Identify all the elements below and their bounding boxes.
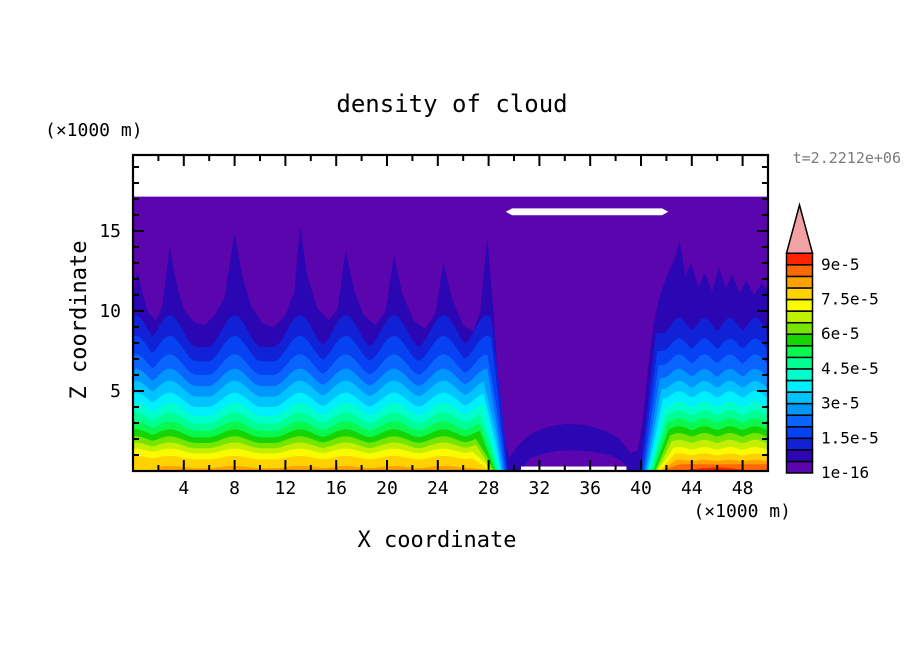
z-tick-label: 15 [99,221,121,242]
colorbar-tick-label: 1.5e-5 [821,428,879,447]
colorbar-box [785,264,814,278]
z-tick-labels: 5 10 15 [99,221,121,402]
x-tick-label: 44 [681,478,703,499]
x-tick-label: 12 [275,478,297,499]
colorbar-overflow-arrow [785,202,814,254]
x-tick-label: 16 [325,478,347,499]
x-tick-label: 28 [478,478,500,499]
colorbar-tick-label: 9e-5 [821,255,860,274]
contour-bands [133,196,768,471]
z-axis-title: Z coordinate [67,241,92,400]
colorbar-box [785,425,814,440]
colorbar-box [785,437,814,451]
colorbar-tick-label: 6e-5 [821,324,860,343]
colorbar-box [785,310,814,324]
colorbar-tick-label: 3e-5 [821,394,860,413]
x-axis-unit-label: (×1000 m) [693,501,791,522]
x-tick-labels: 4 8 12 16 20 24 28 32 36 40 44 48 [178,478,753,499]
colorbar-box [785,460,814,474]
colorbar-box [785,321,814,335]
x-tick-label: 48 [732,478,754,499]
x-axis-title: X coordinate [358,528,517,553]
colorbar-box [785,368,814,382]
colorbar-box [785,345,814,359]
contour-overlays [505,208,669,471]
colorbar-box [785,402,814,416]
colorbar-box [785,356,814,370]
colorbar-box [785,298,814,312]
center-purple-dome [519,450,630,471]
white-gap-strip [521,466,627,471]
x-tick-label: 4 [178,478,189,499]
x-tick-label: 20 [376,478,398,499]
colorbar-box [785,333,814,347]
colorbar-tick-label: 1e-16 [821,463,869,482]
time-stamp: t=2.2212e+06 [793,149,901,167]
colorbar-box [785,391,814,405]
white-gap-line [505,208,669,216]
band-level-17-left [158,465,488,471]
x-tick-label: 40 [630,478,652,499]
colorbar-box [785,287,814,301]
colorbar: 1e-16 1.5e-5 3e-5 4.5e-5 6e-5 7.5e-5 9e-5 [785,202,879,482]
colorbar-labels: 1e-16 1.5e-5 3e-5 4.5e-5 6e-5 7.5e-5 9e-5 [821,255,879,482]
colorbar-box [785,414,814,428]
colorbar-box [785,252,814,266]
colorbar-tick-label: 7.5e-5 [821,290,879,309]
x-tick-label: 36 [579,478,601,499]
colorbar-box [785,275,814,289]
z-tick-label: 10 [99,301,121,322]
z-axis-unit-label: (×1000 m) [45,120,143,141]
x-tick-label: 24 [427,478,449,499]
colorbar-tick-label: 4.5e-5 [821,359,879,378]
colorbar-box [785,449,814,463]
colorbar-boxes [785,252,814,474]
colorbar-box [785,379,814,393]
z-tick-label: 5 [110,381,121,402]
plot-title: density of cloud [336,90,567,118]
x-tick-label: 8 [229,478,240,499]
plot-frame [131,153,770,473]
x-tick-label: 32 [529,478,551,499]
